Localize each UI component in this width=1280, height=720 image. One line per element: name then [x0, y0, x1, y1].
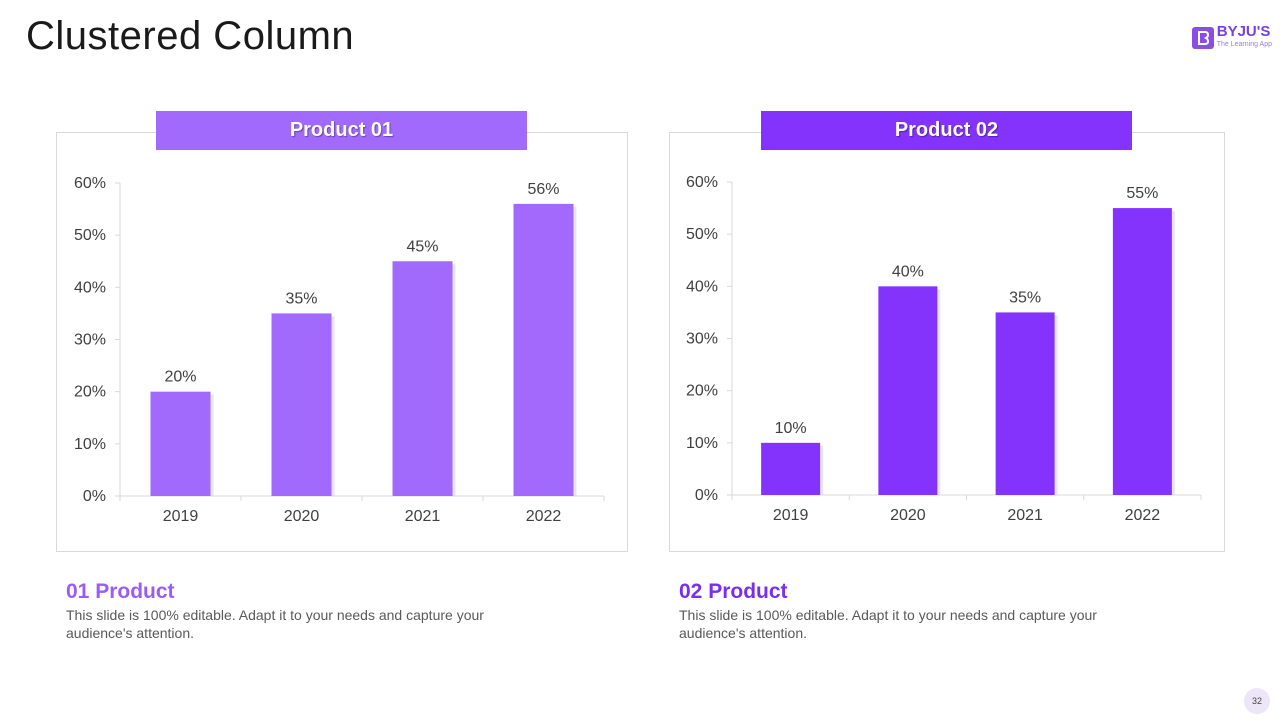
chart-panel-product-02: 0% 10% 20% 30% 40% 50% 60% 10% 2019 40% 2020 35% 202… — [669, 132, 1225, 552]
y-tick-label: 40% — [686, 278, 718, 295]
x-tick-label-2022: 2022 — [1125, 507, 1161, 524]
x-tick-label-2020: 2020 — [284, 508, 320, 525]
y-tick-label: 50% — [686, 226, 718, 243]
bar-2020 — [271, 313, 332, 496]
bar-2022 — [1112, 208, 1172, 495]
brand-logo: BYJU'S The Learning App — [1191, 23, 1272, 49]
chart-title-product-01: Product 01 — [156, 111, 527, 150]
bar-2019 — [150, 391, 211, 496]
data-label-2022: 56% — [527, 181, 559, 198]
description-heading: 01 Product — [66, 580, 175, 603]
data-label-2021: 35% — [1009, 289, 1041, 306]
y-tick-label: 60% — [686, 174, 718, 191]
x-tick-label-2019: 2019 — [773, 507, 809, 524]
description-heading: 02 Product — [679, 580, 788, 603]
logo-name: BYJU'S — [1216, 23, 1271, 40]
y-tick-label: 50% — [74, 227, 106, 244]
byjus-logo-icon — [1191, 27, 1214, 49]
x-tick-label-2019: 2019 — [163, 508, 199, 525]
data-label-2019: 20% — [164, 369, 196, 386]
description-product-01: 01 Product This slide is 100% editable. … — [66, 580, 536, 642]
page-title: Clustered Column — [26, 14, 355, 58]
x-tick-label-2022: 2022 — [526, 508, 562, 525]
chart-product-01: 0% 10% 20% 30% 40% 50% 60% 20% 2019 35% 2020 45% 202… — [74, 175, 605, 525]
y-tick-label: 30% — [74, 332, 106, 349]
logo-tagline: The Learning App — [1216, 41, 1272, 48]
data-label-2021: 45% — [406, 238, 438, 255]
x-tick-label-2021: 2021 — [405, 508, 441, 525]
data-label-2020: 40% — [892, 263, 924, 280]
y-tick-label: 40% — [74, 279, 106, 296]
chart-panel-product-01: 0% 10% 20% 30% 40% 50% 60% 20% 2019 35% 2020 45% 202… — [56, 132, 628, 552]
y-tick-label: 20% — [686, 383, 718, 400]
chart-title-product-02: Product 02 — [761, 111, 1132, 150]
bar-2020 — [878, 286, 938, 495]
y-tick-label: 0% — [695, 487, 718, 504]
y-tick-label: 10% — [74, 436, 106, 453]
y-tick-label: 0% — [83, 488, 106, 505]
description-body: This slide is 100% editable. Adapt it to… — [679, 607, 1097, 641]
description-body: This slide is 100% editable. Adapt it to… — [66, 607, 484, 641]
x-tick-label-2021: 2021 — [1007, 507, 1043, 524]
description-product-02: 02 Product This slide is 100% editable. … — [679, 580, 1149, 642]
data-label-2022: 55% — [1126, 185, 1158, 202]
x-tick-label-2020: 2020 — [890, 507, 926, 524]
y-tick-label: 10% — [686, 435, 718, 452]
data-label-2020: 35% — [285, 290, 317, 307]
bar-2019 — [761, 442, 821, 495]
chart-product-02: 0% 10% 20% 30% 40% 50% 60% 10% 2019 40% 2020 35% 202… — [686, 174, 1202, 524]
y-tick-label: 30% — [686, 331, 718, 348]
y-tick-label: 20% — [74, 384, 106, 401]
bar-2021 — [995, 312, 1055, 495]
page-number: 32 — [1244, 688, 1270, 714]
y-tick-label: 60% — [74, 175, 106, 192]
bar-2022 — [513, 203, 574, 496]
bar-2021 — [392, 261, 453, 496]
data-label-2019: 10% — [775, 420, 807, 437]
